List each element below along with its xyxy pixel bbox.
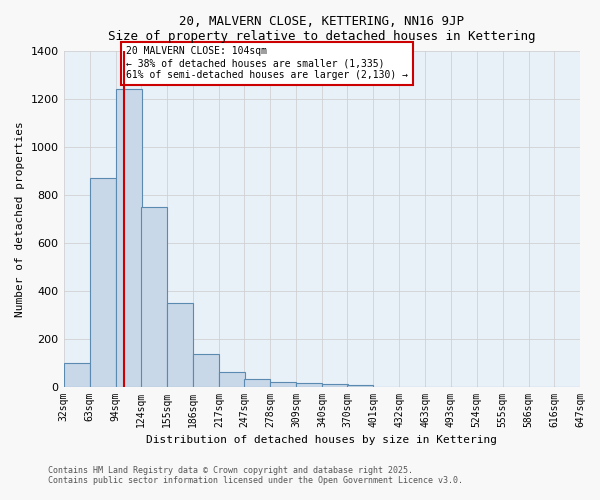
Bar <box>296 383 322 386</box>
Bar <box>167 302 193 386</box>
Bar <box>322 384 348 386</box>
Text: 20 MALVERN CLOSE: 104sqm
← 38% of detached houses are smaller (1,335)
61% of sem: 20 MALVERN CLOSE: 104sqm ← 38% of detach… <box>125 46 407 80</box>
Y-axis label: Number of detached properties: Number of detached properties <box>15 121 25 316</box>
Title: 20, MALVERN CLOSE, KETTERING, NN16 9JP
Size of property relative to detached hou: 20, MALVERN CLOSE, KETTERING, NN16 9JP S… <box>108 15 536 43</box>
Bar <box>270 382 296 386</box>
Bar <box>89 178 116 386</box>
Bar <box>219 372 245 386</box>
Bar <box>116 90 142 387</box>
Bar <box>244 380 270 386</box>
Bar <box>141 207 167 386</box>
Bar <box>193 354 219 386</box>
Bar <box>64 362 89 386</box>
X-axis label: Distribution of detached houses by size in Kettering: Distribution of detached houses by size … <box>146 435 497 445</box>
Text: Contains HM Land Registry data © Crown copyright and database right 2025.
Contai: Contains HM Land Registry data © Crown c… <box>48 466 463 485</box>
